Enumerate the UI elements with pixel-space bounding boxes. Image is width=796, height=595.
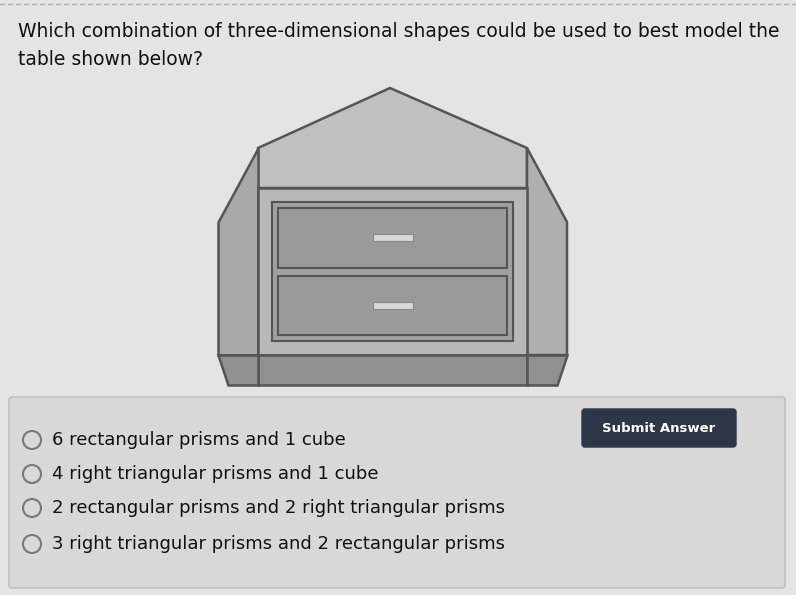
Bar: [278, 208, 507, 268]
Text: 2 rectangular prisms and 2 right triangular prisms: 2 rectangular prisms and 2 right triangu…: [52, 499, 505, 517]
FancyBboxPatch shape: [582, 409, 736, 447]
Polygon shape: [218, 355, 258, 385]
Text: 4 right triangular prisms and 1 cube: 4 right triangular prisms and 1 cube: [52, 465, 379, 483]
Polygon shape: [218, 148, 258, 355]
FancyBboxPatch shape: [9, 397, 785, 588]
Text: Which combination of three-dimensional shapes could be used to best model the
ta: Which combination of three-dimensional s…: [18, 22, 779, 69]
Polygon shape: [258, 88, 527, 188]
Text: 6 rectangular prisms and 1 cube: 6 rectangular prisms and 1 cube: [52, 431, 345, 449]
Polygon shape: [258, 355, 527, 385]
Bar: [272, 202, 513, 341]
Polygon shape: [258, 188, 527, 355]
Bar: [373, 302, 412, 309]
Bar: [278, 275, 507, 335]
Polygon shape: [527, 355, 567, 385]
Text: Submit Answer: Submit Answer: [603, 421, 716, 434]
Bar: [373, 234, 412, 241]
Polygon shape: [527, 148, 567, 355]
Text: 3 right triangular prisms and 2 rectangular prisms: 3 right triangular prisms and 2 rectangu…: [52, 535, 505, 553]
